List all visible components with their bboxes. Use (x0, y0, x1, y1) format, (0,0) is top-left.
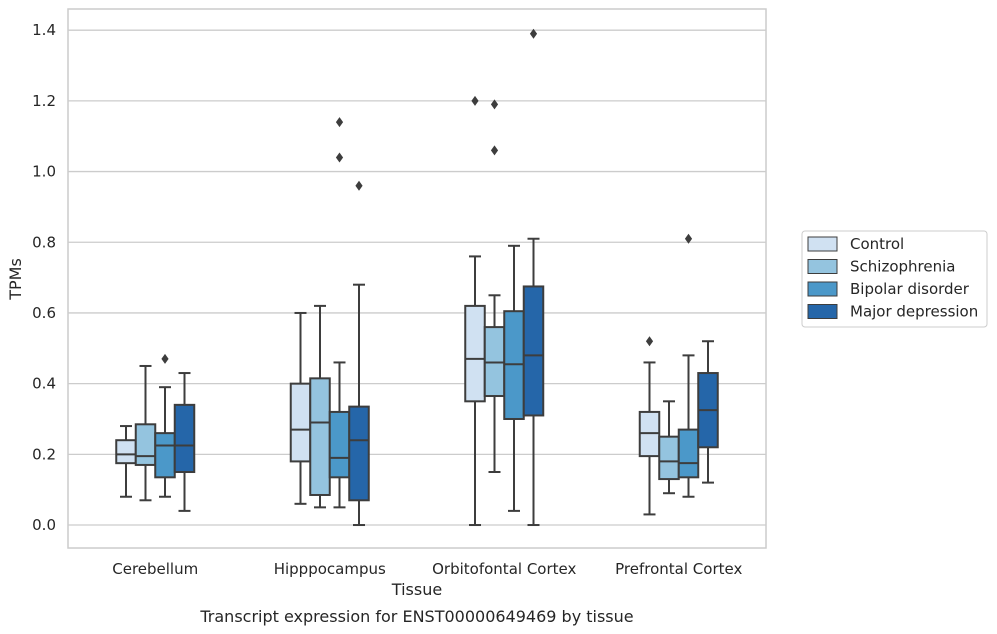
box-iqr (309, 377, 331, 496)
box-group (522, 28, 545, 527)
legend-swatch (807, 304, 838, 319)
y-axis-title: TPMs (6, 258, 25, 301)
outlier-point (645, 336, 654, 347)
legend-frame (801, 230, 988, 328)
plot-area-frame (67, 8, 767, 549)
outlier-point (490, 99, 499, 110)
y-tick-label: 0.8 (32, 233, 56, 251)
box-group (173, 372, 196, 512)
x-tick-label: Prefrontal Cortex (615, 560, 742, 578)
box-iqr (154, 432, 176, 479)
box-iqr (658, 435, 680, 481)
box-iqr (464, 304, 486, 403)
y-tick-labels: 0.0 0.2 0.4 0.6 0.8 1.0 1.2 1.4 (32, 21, 56, 534)
box-iqr (115, 439, 137, 465)
x-tick-labels: Cerebellum Hipppocampus Orbitofontal Corte… (112, 560, 742, 578)
x-tick-label: Orbitofontal Cortex (432, 560, 576, 578)
legend-swatch (807, 281, 838, 297)
legend-label: Bipolar disorder (850, 280, 970, 298)
y-tick-label: 1.2 (32, 92, 56, 110)
box-group (483, 99, 506, 474)
outlier-point (335, 117, 344, 128)
box-group (289, 311, 312, 505)
boxes-layer (115, 28, 719, 527)
y-tick-label: 0.2 (32, 445, 56, 463)
outlier-point (684, 233, 693, 244)
outlier-point (529, 28, 538, 39)
box-group (134, 364, 157, 502)
y-tick-label: 1.4 (32, 21, 56, 39)
outlier-point (471, 95, 479, 106)
legend-swatch (807, 259, 838, 274)
legend-label: Schizophrenia (850, 258, 955, 276)
box-iqr (134, 423, 157, 466)
box-group (677, 233, 700, 498)
outlier-point (161, 353, 169, 364)
legend: Control Schizophrenia Bipolar disorder Majo… (801, 230, 988, 328)
box-group (115, 425, 137, 498)
legend-label: Control (850, 235, 904, 253)
box-iqr (348, 405, 370, 502)
box-group (464, 95, 486, 527)
x-axis-title: Tissue (391, 580, 442, 599)
figure-caption: Transcript expression for ENST0000064946… (199, 607, 633, 626)
box-group (348, 180, 370, 527)
outlier-point (490, 145, 499, 156)
box-iqr (522, 285, 545, 417)
y-tick-label: 0.0 (32, 516, 56, 534)
outlier-point (335, 152, 344, 163)
legend-label: Major depression (850, 303, 978, 321)
x-tick-label: Hipppocampus (274, 560, 386, 578)
y-tick-label: 0.4 (32, 375, 56, 393)
box-iqr (173, 403, 196, 474)
box-iqr (289, 382, 312, 463)
box-iqr (328, 410, 351, 479)
legend-swatch (807, 236, 838, 252)
y-tick-label: 1.0 (32, 163, 56, 181)
y-tick-label: 0.6 (32, 304, 56, 322)
box-group (154, 353, 176, 498)
box-iqr (677, 428, 700, 479)
box-group (638, 336, 661, 516)
box-group (697, 340, 719, 484)
outlier-point (355, 180, 363, 191)
x-tick-label: Cerebellum (112, 560, 198, 578)
box-group (328, 117, 351, 509)
